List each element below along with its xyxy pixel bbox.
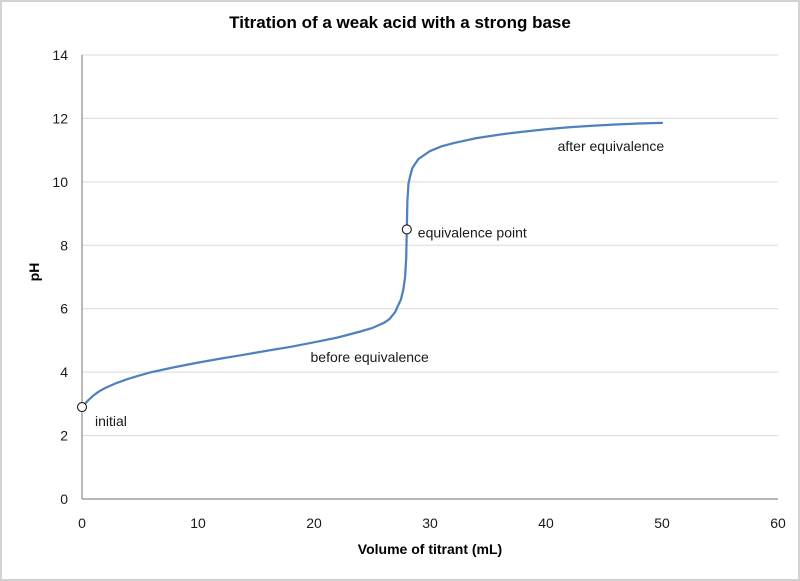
annotation-after-equivalence: after equivalence [558, 138, 665, 154]
annotation-before-equivalence: before equivalence [311, 349, 430, 365]
x-tick-label: 40 [538, 515, 554, 531]
x-tick-label: 20 [306, 515, 322, 531]
x-tick-label: 60 [770, 515, 786, 531]
chart-title: Titration of a weak acid with a strong b… [229, 13, 571, 32]
x-tick-label: 30 [422, 515, 438, 531]
annotation-equivalence-point: equivalence point [418, 224, 527, 240]
titration-curve [80, 121, 664, 409]
data-point-marker [401, 224, 412, 235]
x-tick-label: 10 [190, 515, 206, 531]
x-axis-title: Volume of titrant (mL) [357, 541, 503, 557]
y-tick-label: 8 [60, 237, 68, 253]
y-tick-label: 2 [60, 428, 68, 444]
y-tick-label: 12 [52, 110, 68, 126]
y-tick-label: 0 [60, 491, 68, 507]
y-tick-label: 6 [60, 301, 68, 317]
data-point-marker [76, 401, 88, 413]
y-axis-title: pH [26, 262, 42, 282]
y-tick-label: 14 [52, 47, 68, 63]
x-tick-label: 50 [654, 515, 670, 531]
y-tick-label: 4 [60, 364, 68, 380]
y-tick-label: 10 [52, 174, 68, 190]
annotation-initial: initial [95, 413, 127, 429]
x-tick-label: 0 [78, 515, 86, 531]
